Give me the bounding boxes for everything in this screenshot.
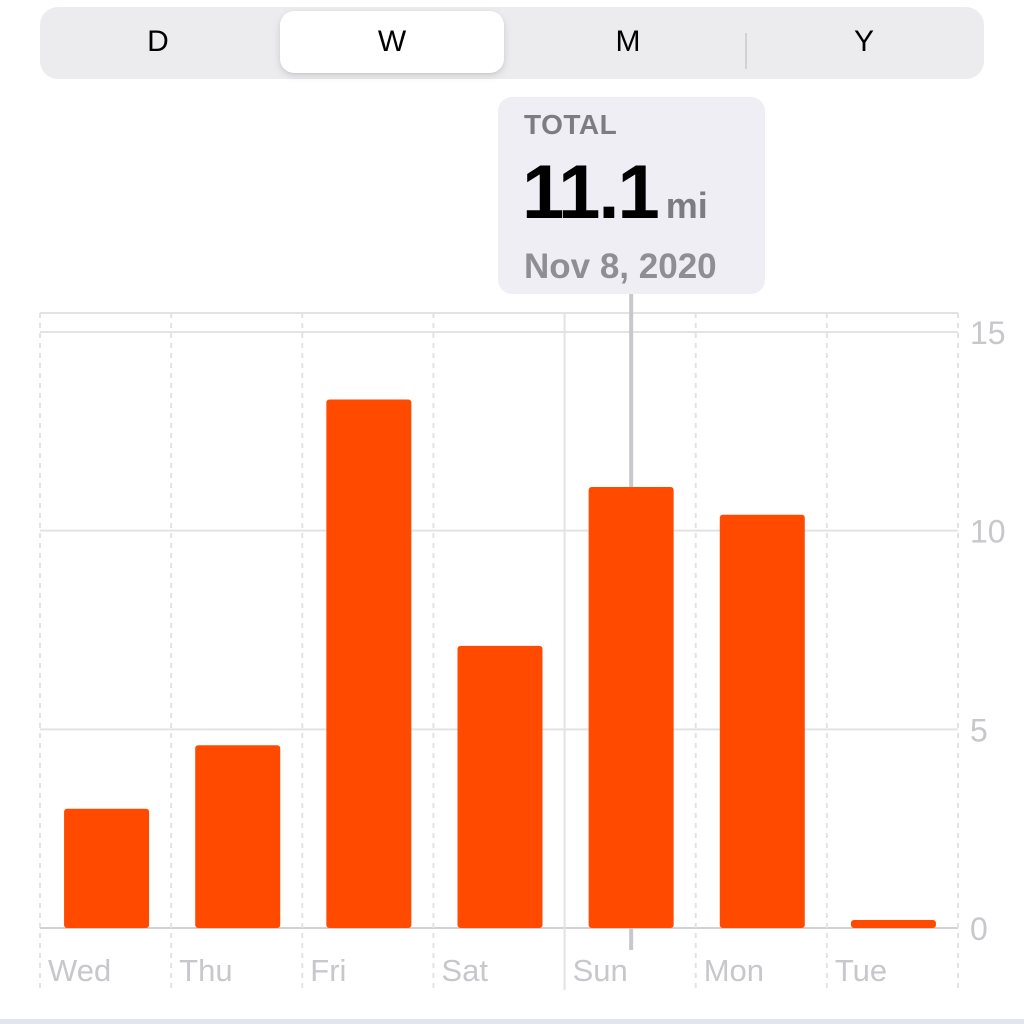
y-tick-label: 5	[970, 712, 988, 748]
x-tick-label: Sun	[573, 953, 628, 988]
tooltip-value: 11.1	[522, 150, 660, 235]
x-tick-label: Tue	[835, 953, 887, 988]
segment-year[interactable]: Y	[853, 25, 874, 58]
segment-day[interactable]: D	[147, 25, 169, 58]
bottom-edge	[0, 1019, 1024, 1024]
total-tooltip: TOTAL 11.1 mi Nov 8, 2020	[498, 97, 765, 294]
tooltip-unit: mi	[665, 185, 708, 226]
tooltip-label: TOTAL	[524, 109, 618, 140]
x-tick-label: Wed	[48, 953, 111, 988]
segment-month[interactable]: M	[615, 25, 641, 58]
bar-mon[interactable]	[719, 514, 805, 928]
bar-tue[interactable]	[850, 920, 936, 928]
tooltip-value-row: 11.1 mi	[522, 149, 708, 236]
bar-wed[interactable]	[64, 808, 150, 928]
bar-fri[interactable]	[326, 399, 412, 929]
x-tick-label: Thu	[179, 953, 232, 988]
x-tick-label: Fri	[310, 953, 346, 988]
y-tick-label: 10	[970, 514, 1006, 550]
x-tick-label: Mon	[704, 953, 764, 988]
tooltip-date: Nov 8, 2020	[524, 247, 717, 286]
bar-sat[interactable]	[457, 645, 543, 928]
time-range-segmented-control: D W M Y	[40, 7, 984, 79]
segment-week[interactable]: W	[280, 11, 504, 73]
y-tick-label: 15	[970, 315, 1006, 351]
x-tick-label: Sat	[441, 953, 488, 988]
bar-sun[interactable]	[588, 486, 674, 928]
segment-divider	[745, 33, 747, 69]
bar-thu[interactable]	[195, 745, 281, 928]
y-tick-label: 0	[970, 911, 988, 947]
